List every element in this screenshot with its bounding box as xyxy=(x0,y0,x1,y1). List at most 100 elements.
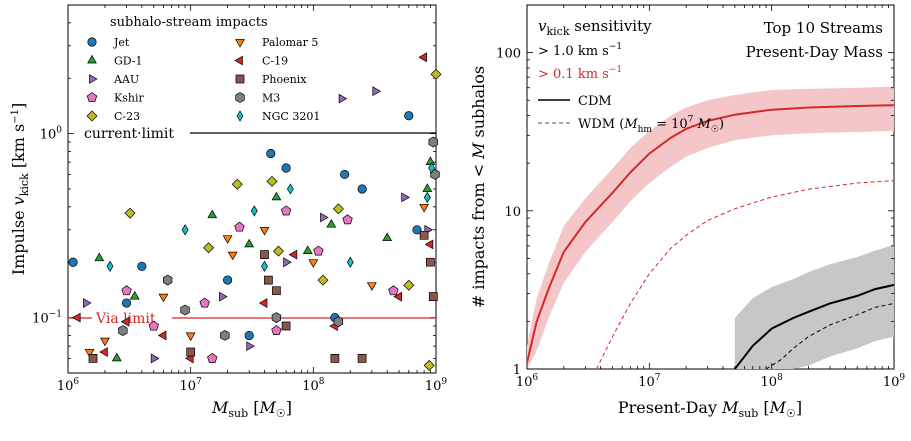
right-subtitle: Present-Day Mass xyxy=(746,43,883,61)
legend-marker-gd-1 xyxy=(87,54,97,64)
scatter-point-m3 xyxy=(333,316,344,328)
scatter-point-kshir xyxy=(342,214,353,225)
scatter-point-m3 xyxy=(118,325,128,337)
scatter-point-c-19 xyxy=(393,291,402,302)
x-tick-label: 106 xyxy=(57,377,80,394)
legend-entry-wdm: WDM (Mhm = 107 M☉) xyxy=(578,115,724,135)
legend-marker-jet xyxy=(87,37,97,47)
scatter-point-jet xyxy=(412,225,422,235)
scatter-point-gd-1 xyxy=(94,252,105,262)
scatter-point-phoenix xyxy=(330,354,340,363)
scatter-point-aau xyxy=(283,257,292,268)
legend-marker-c-19 xyxy=(234,55,243,66)
scatter-point-kshir xyxy=(388,285,399,296)
scatter-points xyxy=(68,52,442,371)
scatter-point-c-23 xyxy=(231,178,243,190)
scatter-point-ngc-3201 xyxy=(261,260,268,272)
legend-label: Kshir xyxy=(114,92,144,105)
scatter-point-kshir xyxy=(121,285,132,296)
scatter-point-palomar-5 xyxy=(84,349,95,358)
scatter-point-c-19 xyxy=(424,239,434,250)
legend-label: Jet xyxy=(113,36,130,49)
scatter-point-c-23 xyxy=(332,203,344,215)
scatter-point-gd-1 xyxy=(302,245,313,254)
left-xlabel: Msub [M☉] xyxy=(211,398,292,420)
x-tick-label: 109 xyxy=(883,373,906,390)
scatter-point-c-23 xyxy=(403,279,415,291)
band-0 xyxy=(527,86,894,369)
scatter-point-gd-1 xyxy=(326,219,337,228)
scatter-point-jet xyxy=(340,169,350,180)
y-tick-label: 100 xyxy=(496,47,521,62)
scatter-point-aau xyxy=(150,353,160,364)
scatter-point-phoenix xyxy=(357,354,367,363)
x-tick-label: 107 xyxy=(180,377,203,394)
y-tick-label: 100 xyxy=(40,126,63,143)
legend-label: M3 xyxy=(262,92,280,105)
legend-marker-m3 xyxy=(235,92,245,103)
scatter-point-m3 xyxy=(180,304,190,316)
scatter-point-phoenix xyxy=(426,257,435,267)
scatter-point-c-19 xyxy=(288,249,298,260)
scatter-point-phoenix xyxy=(264,275,273,285)
legend-marker-palomar-5 xyxy=(235,39,245,48)
scatter-point-c-23 xyxy=(203,242,215,254)
scatter-point-phoenix xyxy=(281,321,291,331)
legend-label: C-19 xyxy=(262,55,288,68)
scatter-point-kshir xyxy=(234,221,245,232)
scatter-point-palomar-5 xyxy=(366,282,377,291)
scatter-point-phoenix xyxy=(88,354,98,363)
scatter-point-jet xyxy=(68,257,78,267)
y-tick-label: 10−1 xyxy=(32,310,62,327)
scatter-point-ngc-3201 xyxy=(106,260,114,272)
scatter-point-gd-1 xyxy=(129,290,140,300)
scatter-point-palomar-5 xyxy=(185,332,196,342)
scatter-point-jet xyxy=(121,298,132,308)
x-tick-label: 106 xyxy=(516,373,539,390)
scatter-point-jet xyxy=(404,111,414,121)
legend-entry-1kms: > 1.0 km s−1 xyxy=(538,42,622,59)
scatter-point-jet xyxy=(222,275,233,285)
scatter-point-ngc-3201 xyxy=(423,191,431,204)
scatter-point-aau xyxy=(320,212,329,223)
scatter-point-gd-1 xyxy=(382,232,393,242)
scatter-point-m3 xyxy=(163,274,173,286)
series-line-0 xyxy=(526,104,895,363)
scatter-point-aau xyxy=(372,86,382,97)
right-xlabel: Present-Day Msub [M☉] xyxy=(618,398,802,420)
legend-marker-ngc-3201 xyxy=(236,110,244,122)
scatter-point-gd-1 xyxy=(111,352,122,362)
scatter-point-c-23 xyxy=(266,175,278,187)
scatter-point-kshir xyxy=(148,320,159,331)
band-2 xyxy=(734,244,894,369)
scatter-point-phoenix xyxy=(186,347,196,357)
scatter-point-gd-1 xyxy=(422,183,433,192)
cumulative-lines xyxy=(526,104,895,370)
left-legend: Jet Palomar 5 GD-1 C-19 AAU Phoenix Kshir M3 C-2… xyxy=(86,36,320,123)
scatter-point-c-23 xyxy=(317,274,329,286)
x-tick-label: 108 xyxy=(761,373,784,390)
scatter-point-kshir xyxy=(313,245,324,256)
legend-marker-phoenix xyxy=(235,74,245,84)
scatter-point-aau xyxy=(219,291,228,302)
scatter-point-aau xyxy=(83,298,92,309)
scatter-point-jet xyxy=(266,148,276,159)
scatter-point-kshir xyxy=(199,297,210,308)
scatter-point-c-19 xyxy=(99,347,108,358)
scatter-point-aau xyxy=(338,93,348,104)
x-tick-label: 108 xyxy=(302,377,325,394)
scatter-point-m3 xyxy=(220,329,230,341)
scatter-point-palomar-5 xyxy=(419,203,430,213)
scatter-point-palomar-5 xyxy=(308,259,319,268)
legend-marker-aau xyxy=(89,74,98,84)
scatter-point-gd-1 xyxy=(425,156,436,165)
scatter-point-aau xyxy=(246,341,255,352)
left-legend-title: subhalo-stream impacts xyxy=(110,15,268,30)
x-tick-label: 109 xyxy=(425,377,448,394)
right-title: Top 10 Streams xyxy=(764,19,883,37)
legend-label: C-23 xyxy=(114,110,140,123)
current-limit-label: current·limit xyxy=(84,126,174,142)
x-tick-label: 107 xyxy=(638,373,661,390)
scatter-point-palomar-5 xyxy=(227,251,238,261)
